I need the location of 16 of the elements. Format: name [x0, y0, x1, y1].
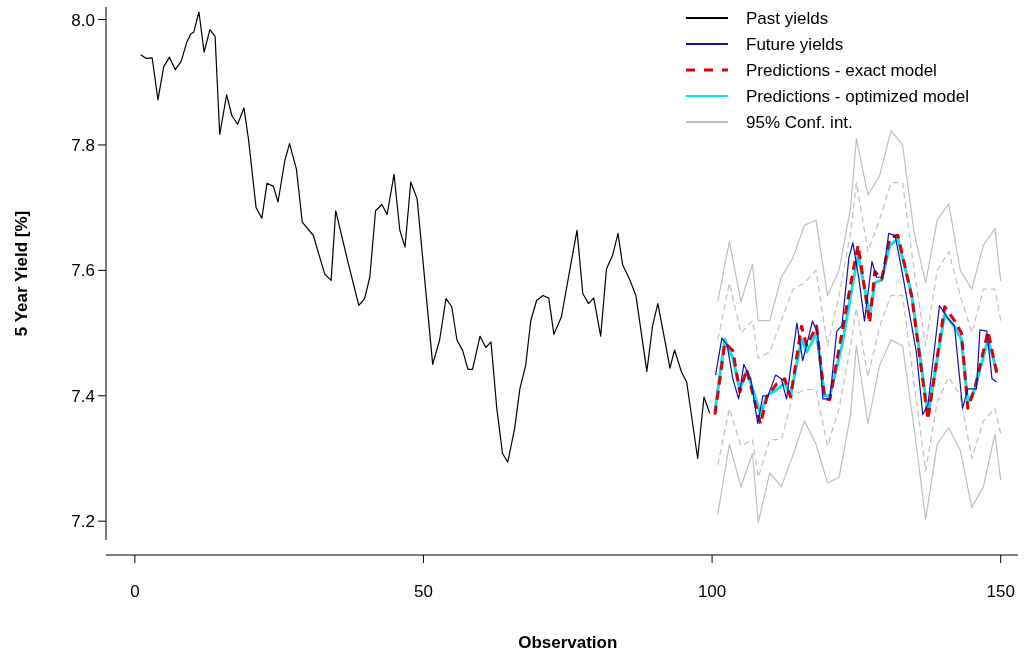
- legend-label: Predictions - exact model: [746, 61, 937, 80]
- legend-label: Past yields: [746, 9, 829, 28]
- x-tick-label: 150: [986, 582, 1015, 601]
- y-tick-label: 7.4: [71, 386, 95, 406]
- legend-label: Predictions - optimized model: [746, 87, 969, 106]
- x-tick-label: 0: [130, 582, 140, 601]
- y-tick-label: 8.0: [71, 10, 95, 30]
- x-tick-label: 50: [414, 582, 433, 601]
- legend-label: 95% Conf. int.: [746, 113, 853, 132]
- legend-label: Future yields: [746, 35, 844, 54]
- y-tick-label: 7.6: [71, 261, 95, 281]
- y-axis-title: 5 Year Yield [%]: [12, 210, 31, 337]
- y-tick-label: 7.2: [71, 512, 95, 532]
- x-tick-label: 100: [697, 582, 727, 601]
- x-axis-title: Observation: [518, 633, 618, 652]
- y-tick-label: 7.8: [71, 135, 95, 155]
